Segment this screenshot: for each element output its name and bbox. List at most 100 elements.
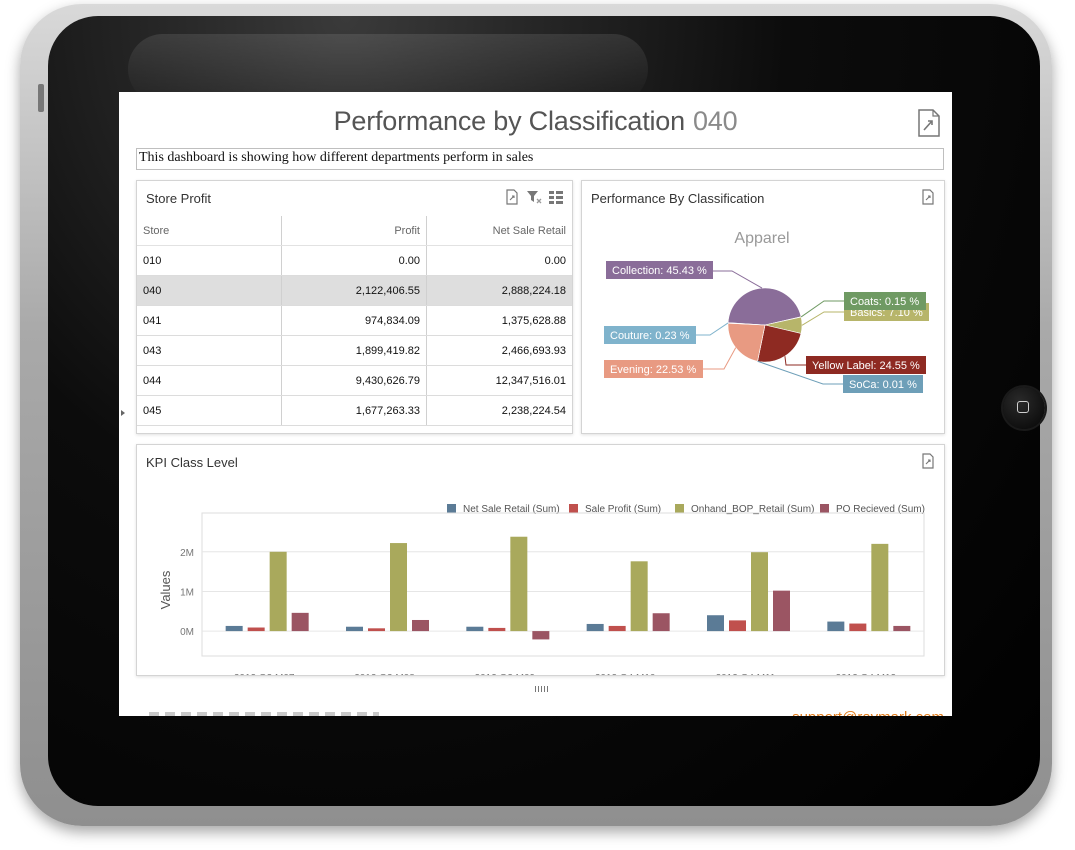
footer-strip: support@raymark.com bbox=[119, 706, 952, 716]
pie-label: Coats: 0.15 % bbox=[844, 292, 926, 310]
kpi-class-level-panel: KPI Class Level Values Net Sale Retail (… bbox=[136, 444, 945, 676]
page-title: Performance by Classification 040 bbox=[119, 106, 952, 137]
pie-label: Yellow Label: 24.55 % bbox=[806, 356, 926, 374]
cell-store: 040 bbox=[137, 275, 282, 306]
performance-panel-toolbar bbox=[920, 189, 936, 205]
bar[interactable] bbox=[652, 613, 670, 632]
cell-store: 044 bbox=[137, 365, 282, 396]
support-email-link[interactable]: support@raymark.com bbox=[792, 709, 944, 716]
cell-net-sale-retail: 2,238,224.54 bbox=[426, 395, 572, 426]
pie-label: Couture: 0.23 % bbox=[604, 326, 696, 344]
pie-slice[interactable] bbox=[727, 322, 766, 362]
pie-label: Evening: 22.53 % bbox=[604, 360, 703, 378]
table-row-selected[interactable]: 040 2,122,406.55 2,888,224.18 bbox=[137, 275, 572, 306]
bar[interactable] bbox=[269, 551, 287, 632]
svg-text:PO Recieved (Sum): PO Recieved (Sum) bbox=[836, 504, 925, 515]
home-square-icon bbox=[1017, 401, 1029, 413]
bar[interactable] bbox=[510, 536, 528, 632]
cell-net-sale-retail: 2,466,693.93 bbox=[426, 335, 572, 366]
cell-store: 041 bbox=[137, 305, 282, 336]
bar[interactable] bbox=[368, 628, 385, 632]
bar[interactable] bbox=[871, 543, 889, 632]
bar[interactable] bbox=[827, 621, 845, 632]
grid-view-icon[interactable] bbox=[548, 189, 564, 205]
bar[interactable] bbox=[346, 626, 363, 632]
pie-chart: Apparel Collection: 45.43 %Basics: 7.10 … bbox=[604, 230, 929, 393]
table-row[interactable]: 041 974,834.09 1,375,628.88 bbox=[137, 305, 572, 336]
cell-profit: 974,834.09 bbox=[281, 305, 427, 336]
legend-item[interactable]: Onhand_BOP_Retail (Sum) bbox=[675, 504, 814, 515]
bar[interactable] bbox=[586, 623, 604, 632]
store-profit-table: Store Profit Net Sale Retail 010 0.00 0.… bbox=[137, 216, 572, 426]
plot-area bbox=[201, 512, 925, 657]
export-icon[interactable] bbox=[920, 189, 936, 205]
y-axis-label: Values bbox=[158, 570, 173, 609]
cell-net-sale-retail: 0.00 bbox=[426, 245, 572, 276]
bar[interactable] bbox=[247, 627, 265, 632]
bar[interactable] bbox=[751, 552, 768, 632]
pie-chart-title: Apparel bbox=[734, 230, 789, 247]
footer-logo-cut bbox=[149, 712, 379, 716]
home-button[interactable] bbox=[1003, 387, 1045, 429]
svg-text:SoCa: 0.01 %: SoCa: 0.01 % bbox=[849, 379, 917, 391]
x-tick-label: 2012.Q3.M07 bbox=[234, 673, 295, 675]
svg-text:Couture: 0.23 %: Couture: 0.23 % bbox=[610, 330, 690, 342]
column-header-store[interactable]: Store bbox=[137, 216, 282, 246]
clear-filter-icon[interactable] bbox=[526, 189, 542, 205]
table-row[interactable]: 010 0.00 0.00 bbox=[137, 245, 572, 276]
pie-slice[interactable] bbox=[727, 287, 802, 326]
x-tick-label: 2012.Q3.M09 bbox=[475, 673, 536, 675]
kpi-panel-toolbar bbox=[920, 453, 936, 469]
bar[interactable] bbox=[466, 626, 484, 632]
x-tick-label: 2012.Q4.M11 bbox=[716, 673, 776, 675]
pie-leader-line bbox=[801, 311, 844, 326]
bar[interactable] bbox=[390, 543, 407, 632]
store-profit-toolbar bbox=[504, 189, 564, 205]
cell-net-sale-retail: 12,347,516.01 bbox=[426, 365, 572, 396]
export-icon[interactable] bbox=[504, 189, 520, 205]
cell-store: 045 bbox=[137, 395, 282, 426]
resize-handle[interactable] bbox=[535, 686, 549, 692]
x-tick-label: 2012.Q4.M10 bbox=[595, 673, 656, 675]
table-row[interactable]: 045 1,677,263.33 2,238,224.54 bbox=[137, 395, 572, 426]
export-icon[interactable] bbox=[920, 453, 936, 469]
bar[interactable] bbox=[608, 625, 626, 632]
performance-by-classification-panel: Performance By Classification Apparel Co… bbox=[581, 180, 945, 434]
y-tick-label: 2M bbox=[180, 548, 194, 559]
cell-store: 010 bbox=[137, 245, 282, 276]
x-tick-label: 2012.Q4.M12 bbox=[836, 673, 897, 675]
scroll-indicator-arrow bbox=[121, 410, 125, 416]
export-pdf-icon[interactable] bbox=[917, 108, 941, 138]
bar[interactable] bbox=[532, 631, 550, 640]
bar[interactable] bbox=[488, 627, 506, 632]
pie-leader-line bbox=[708, 270, 763, 289]
performance-panel-title: Performance By Classification bbox=[591, 191, 765, 206]
table-row[interactable]: 043 1,899,419.82 2,466,693.93 bbox=[137, 335, 572, 366]
legend-item[interactable]: Net Sale Retail (Sum) bbox=[447, 504, 560, 515]
legend-item[interactable]: PO Recieved (Sum) bbox=[820, 504, 925, 515]
svg-text:Coats: 0.15 %: Coats: 0.15 % bbox=[850, 296, 919, 308]
legend-item[interactable]: Sale Profit (Sum) bbox=[569, 504, 661, 515]
bar[interactable] bbox=[773, 590, 790, 632]
bar[interactable] bbox=[893, 625, 911, 632]
bar[interactable] bbox=[729, 620, 746, 632]
bar[interactable] bbox=[412, 619, 429, 632]
bar[interactable] bbox=[291, 612, 309, 632]
column-header-net-sale-retail[interactable]: Net Sale Retail bbox=[426, 216, 572, 246]
store-code: 040 bbox=[692, 106, 738, 136]
column-header-profit[interactable]: Profit bbox=[281, 216, 427, 246]
bar[interactable] bbox=[707, 615, 724, 632]
bar-chart: Values Net Sale Retail (Sum) Sale Profit … bbox=[158, 504, 925, 675]
pie-leader-line bbox=[700, 347, 737, 370]
dashboard-description: This dashboard is showing how different … bbox=[136, 148, 944, 170]
pie-leader-line bbox=[757, 360, 843, 385]
bar[interactable] bbox=[630, 561, 648, 632]
bar[interactable] bbox=[225, 625, 243, 632]
cell-store: 043 bbox=[137, 335, 282, 366]
y-tick-label: 0M bbox=[180, 627, 194, 638]
kpi-panel-title: KPI Class Level bbox=[146, 455, 238, 470]
table-row[interactable]: 044 9,430,626.79 12,347,516.01 bbox=[137, 365, 572, 396]
x-tick-label: 2012.Q3.M08 bbox=[354, 673, 415, 675]
bar[interactable] bbox=[849, 623, 867, 632]
pie-leader-line bbox=[800, 300, 844, 318]
